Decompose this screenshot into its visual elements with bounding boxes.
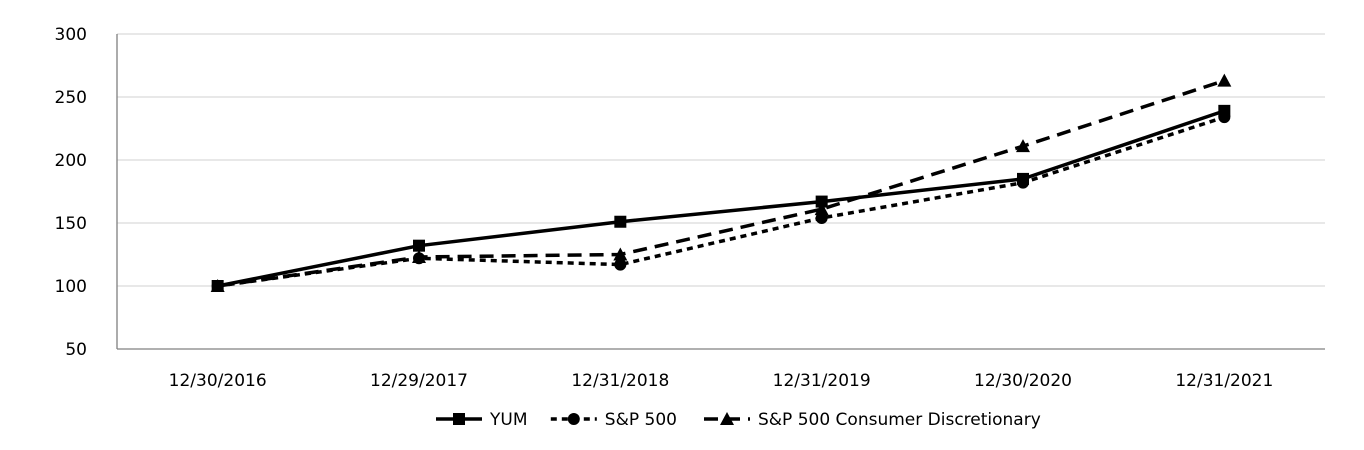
data-point-sp-500	[815, 211, 828, 224]
series-sp-500	[211, 111, 1231, 292]
series-yum	[211, 104, 1231, 292]
legend-item-yum: YUM	[436, 410, 528, 430]
legend-label-sp-500-consumer-discretionary: S&P 500 Consumer Discretionary	[758, 410, 1041, 430]
series-line-yum	[217, 109, 1225, 288]
series-sp-500-consumer-discretionary	[210, 73, 1232, 292]
data-point-yum	[815, 195, 828, 208]
x-tick-label: 12/31/2019	[773, 371, 871, 391]
data-point-sp-500	[413, 252, 425, 265]
x-tick-label: 12/31/2018	[571, 371, 669, 391]
y-tick-label: 200	[55, 151, 87, 171]
data-point-yum	[1218, 104, 1231, 117]
data-point-sp-500	[614, 258, 627, 271]
series-group	[210, 73, 1232, 292]
y-tick-label: 50	[65, 340, 87, 360]
x-axis-ticks: 12/30/2016 12/29/2017 12/31/2018 12/31/2019…	[169, 371, 1274, 391]
legend-marker-sp-500	[567, 413, 580, 425]
x-tick-label: 12/30/2016	[169, 371, 267, 391]
y-tick-label: 300	[55, 25, 87, 45]
series-line-sp-500-consumer-discretionary	[217, 78, 1225, 288]
y-tick-label: 100	[55, 277, 87, 297]
x-tick-label: 12/29/2017	[370, 371, 468, 391]
axes	[116, 34, 1325, 350]
legend-item-sp-500-consumer-discretionary: S&P 500 Consumer Discretionary	[704, 410, 1041, 430]
legend-label-yum: YUM	[489, 410, 528, 430]
data-point-yum	[1017, 172, 1029, 185]
y-axis-ticks: 50 100 150 200 250 300	[55, 25, 87, 360]
x-tick-label: 12/31/2021	[1175, 371, 1273, 391]
legend: YUM S&P 500 S&P 500 Consumer Discretionary	[436, 410, 1041, 430]
series-line-sp-500	[217, 115, 1225, 288]
x-tick-label: 12/30/2020	[974, 371, 1072, 391]
data-point-yum	[413, 239, 425, 252]
data-point-sp-500-consumer-discretionary	[1217, 73, 1232, 87]
legend-marker-sp-500-consumer-discretionary	[720, 412, 734, 425]
legend-marker-yum	[453, 413, 465, 425]
data-point-sp-500-consumer-discretionary	[613, 247, 628, 261]
data-point-yum	[211, 280, 224, 292]
gridlines	[117, 33, 1325, 287]
y-tick-label: 150	[55, 214, 87, 234]
legend-item-sp-500: S&P 500	[550, 410, 677, 430]
legend-label-sp-500: S&P 500	[605, 410, 677, 430]
y-tick-label: 250	[55, 88, 87, 108]
data-point-sp-500-consumer-discretionary	[814, 202, 829, 216]
data-point-sp-500-consumer-discretionary	[1016, 139, 1030, 153]
data-point-yum	[614, 215, 627, 228]
